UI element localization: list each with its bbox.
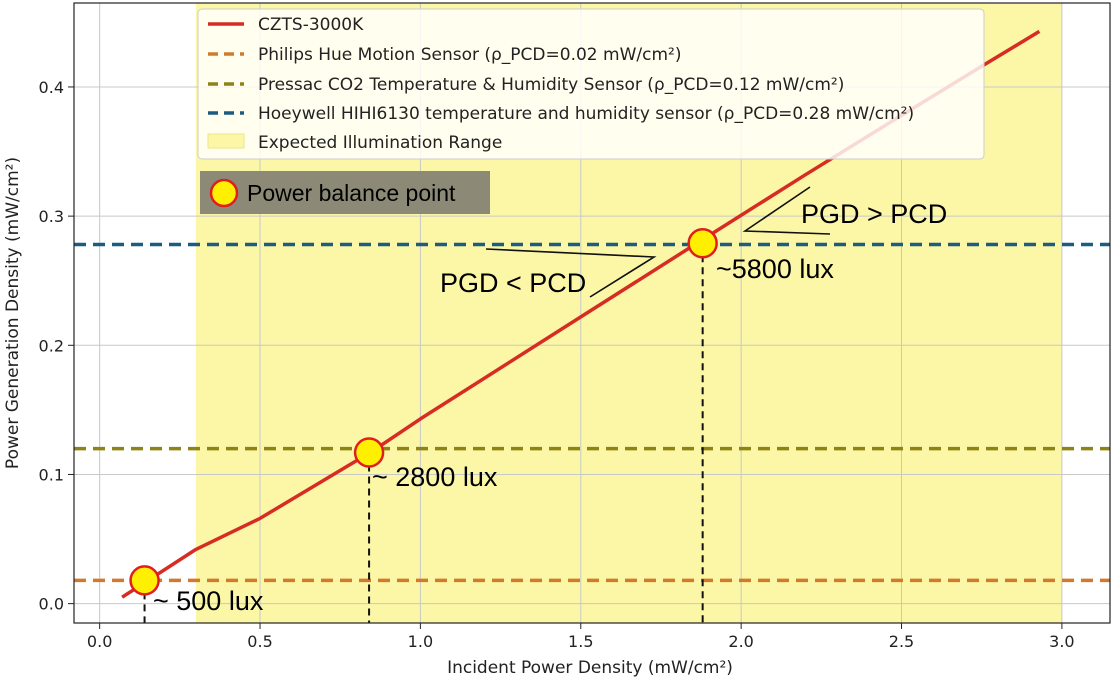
balance-point-label-2800: ~ 2800 lux <box>372 462 498 492</box>
balance-point-markers <box>129 228 718 596</box>
pgd-less-annotation: PGD < PCD <box>440 248 657 298</box>
y-ticks: 0.0 0.1 0.2 0.3 0.4 <box>39 78 74 614</box>
legend-label-shade: Expected Illumination Range <box>258 133 502 153</box>
y-tick-label: 0.1 <box>39 465 64 484</box>
balance-point-label-5800: ~5800 lux <box>716 254 834 284</box>
x-tick-label: 1.0 <box>408 632 433 651</box>
power-balance-callout-marker <box>209 178 239 208</box>
axes-frame <box>73 2 1111 624</box>
legend-box <box>197 8 985 160</box>
legend-label-philips: Philips Hue Motion Sensor (ρ_PCD=0.02 mW… <box>258 45 681 65</box>
power-balance-callout-text: Power balance point <box>247 180 456 206</box>
y-tick-label: 0.2 <box>39 336 64 355</box>
y-axis-label: Power Generation Density (mW/cm²) <box>3 157 23 469</box>
y-tick-label: 0.0 <box>39 595 64 614</box>
pgd-greater-text: PGD > PCD <box>801 199 947 229</box>
x-axis-label: Incident Power Density (mW/cm²) <box>447 658 733 678</box>
x-tick-label: 2.0 <box>728 632 753 651</box>
pgd-greater-pointer <box>742 186 831 235</box>
balance-point-marker-2 <box>687 228 718 259</box>
legend-swatch-shade <box>207 133 245 149</box>
x-tick-label: 0.0 <box>87 632 112 651</box>
power-balance-callout-box <box>200 171 490 214</box>
y-tick-label: 0.3 <box>39 207 64 226</box>
pcd-lines <box>74 242 1110 583</box>
x-tick-label: 3.0 <box>1049 632 1074 651</box>
power-balance-callout: Power balance point <box>200 171 490 214</box>
pgd-greater-annotation: PGD > PCD <box>742 186 947 235</box>
y-tick-label: 0.4 <box>39 78 64 97</box>
x-tick-label: 0.5 <box>247 632 272 651</box>
legend-label-czts: CZTS-3000K <box>258 15 364 35</box>
balance-point-marker-0 <box>129 565 160 596</box>
x-tick-label: 1.5 <box>568 632 593 651</box>
legend-label-pressac: Pressac CO2 Temperature & Humidity Senso… <box>258 75 844 95</box>
balance-point-marker-1 <box>353 437 385 468</box>
balance-drop-lines <box>143 243 704 623</box>
x-tick-label: 2.5 <box>889 632 914 651</box>
pgd-less-text: PGD < PCD <box>440 268 586 298</box>
legend: CZTS-3000K Philips Hue Motion Sensor (ρ_… <box>197 8 985 160</box>
balance-point-label-500: ~ 500 lux <box>153 586 264 616</box>
pgd-less-pointer <box>485 248 657 298</box>
legend-label-honeywell: Hoeywell HIHI6130 temperature and humidi… <box>258 104 914 124</box>
x-ticks: 0.0 0.5 1.0 1.5 2.0 2.5 3.0 <box>87 623 1075 651</box>
